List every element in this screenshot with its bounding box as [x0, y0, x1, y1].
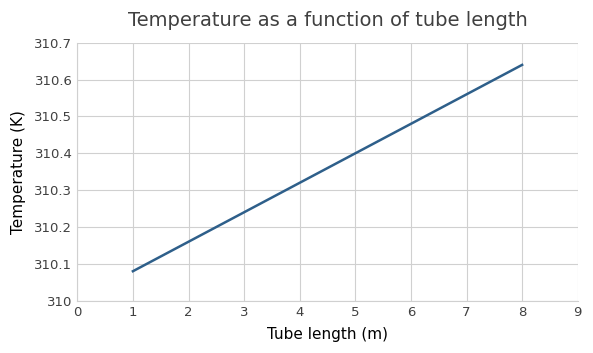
X-axis label: Tube length (m): Tube length (m) [267, 327, 388, 342]
Y-axis label: Temperature (K): Temperature (K) [11, 110, 26, 234]
Title: Temperature as a function of tube length: Temperature as a function of tube length [127, 11, 527, 30]
